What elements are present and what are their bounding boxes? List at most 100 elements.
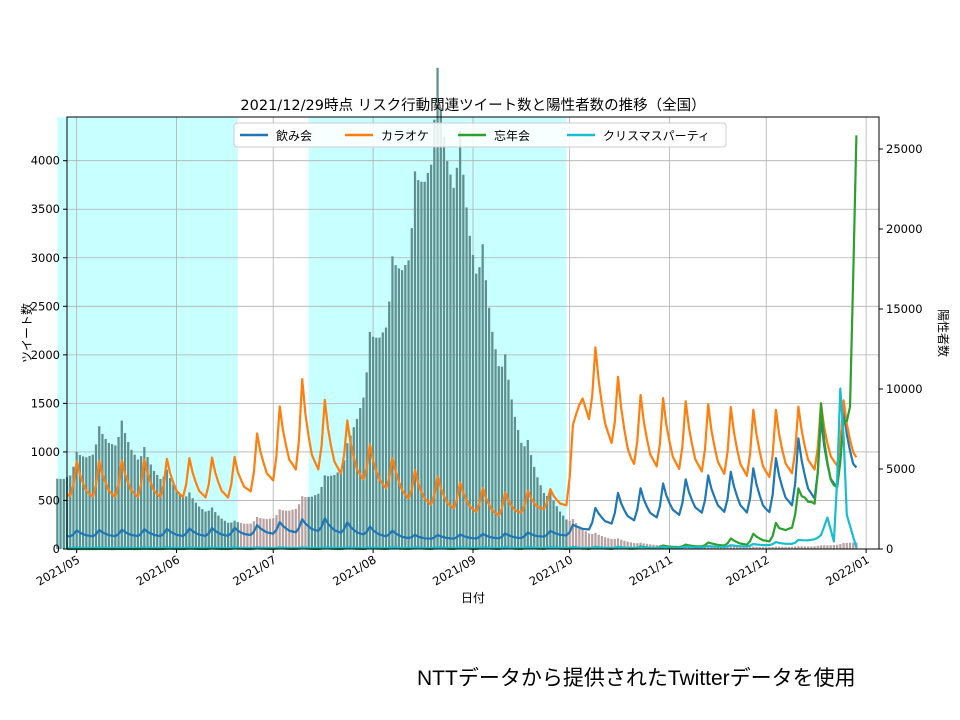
positives-bar-167 <box>591 534 594 549</box>
positives-bar-177 <box>623 540 626 549</box>
positives-bar-150 <box>536 477 539 549</box>
positives-bar-225 <box>777 546 781 549</box>
positives-bar-60 <box>246 523 249 549</box>
positives-bar-98 <box>368 331 372 549</box>
positives-bar-111 <box>410 228 413 550</box>
positives-bar-22 <box>123 432 127 549</box>
positives-bar-247 <box>848 542 852 549</box>
positives-bar-38 <box>175 490 178 549</box>
positives-bar-29 <box>146 457 149 549</box>
positives-bar-81 <box>313 495 317 549</box>
positives-bar-238 <box>819 545 823 549</box>
legend-label-1: 飲み会 <box>276 128 312 143</box>
positives-bar-34 <box>162 476 165 549</box>
positives-bar-133 <box>481 244 484 550</box>
positives-bar-32 <box>156 474 159 549</box>
positives-bar-69 <box>275 515 278 549</box>
positives-bar-231 <box>797 546 800 549</box>
positives-bar-7 <box>75 451 78 549</box>
positives-bar-181 <box>636 543 639 549</box>
positives-bar-145 <box>520 442 523 549</box>
positives-bar-152 <box>542 493 546 549</box>
positives-bar-66 <box>265 519 268 549</box>
positives-bar-213 <box>739 546 742 549</box>
positives-bar-242 <box>832 545 836 549</box>
positives-bar-18 <box>110 444 114 549</box>
y-tick-label-7: 3000 <box>31 251 60 265</box>
y-tick-label-3: 1000 <box>31 445 60 459</box>
legend: 飲み会 カラオケ 忘年会 クリスマスパーティ <box>233 122 727 148</box>
positives-bar-88 <box>336 472 339 549</box>
positives-bar-100 <box>375 337 378 549</box>
positives-bar-46 <box>201 509 204 549</box>
positives-bar-165 <box>584 531 587 549</box>
positives-bar-116 <box>426 172 430 549</box>
positives-bar-132 <box>478 267 481 549</box>
positives-bar-57 <box>236 522 239 549</box>
positives-bar-40 <box>181 497 185 549</box>
y-tick-label-9: 4000 <box>31 154 60 168</box>
positives-bar-219 <box>758 546 761 549</box>
positives-bar-141 <box>507 379 510 549</box>
x-tick-label-2: 2021/06 <box>134 552 182 588</box>
positives-bar-148 <box>529 455 533 549</box>
positives-bar-143 <box>513 416 517 549</box>
positives-bar-138 <box>497 366 500 549</box>
positives-bar-25 <box>133 454 136 549</box>
positives-bar-155 <box>552 500 555 549</box>
x-tick-label-7: 2021/11 <box>627 552 675 588</box>
positives-bar-9 <box>81 456 85 549</box>
positives-bar-169 <box>597 534 600 549</box>
positives-bar-74 <box>291 509 294 549</box>
positives-bar-239 <box>823 545 826 549</box>
positives-bar-55 <box>230 522 233 549</box>
positives-bar-48 <box>207 510 210 549</box>
positives-bar-136 <box>491 331 494 549</box>
positives-bar-149 <box>533 466 536 549</box>
positives-bar-209 <box>726 546 729 549</box>
positives-bar-146 <box>523 446 526 549</box>
positives-bar-162 <box>574 523 578 549</box>
positives-bar-87 <box>333 474 336 549</box>
positives-bar-77 <box>301 496 304 549</box>
y2-tick-label-2: 5000 <box>886 462 915 476</box>
positives-bar-65 <box>262 518 265 549</box>
positives-bar-131 <box>475 273 478 549</box>
data-source-note: NTTデータから提供されたTwitterデータを使用 <box>417 667 856 690</box>
positives-bar-6 <box>72 466 75 549</box>
positives-bar-24 <box>130 449 133 549</box>
positives-bar-62 <box>252 521 256 549</box>
x-tick-label-4: 2021/08 <box>330 552 378 588</box>
positives-bar-170 <box>600 536 604 549</box>
positives-bar-82 <box>317 493 320 549</box>
positives-bar-245 <box>842 542 845 549</box>
positives-bar-218 <box>755 546 758 549</box>
positives-bar-12 <box>91 454 94 549</box>
positives-bar-233 <box>803 546 807 549</box>
positives-bar-58 <box>239 522 243 549</box>
legend-label-2: カラオケ <box>381 129 429 143</box>
positives-bar-93 <box>352 427 355 549</box>
positives-bar-124 <box>452 187 455 549</box>
positives-bar-215 <box>745 546 749 549</box>
positives-bar-223 <box>771 546 774 549</box>
positives-bar-126 <box>458 130 462 549</box>
positives-bar-119 <box>436 67 439 549</box>
positives-bar-235 <box>810 546 813 549</box>
positives-bar-175 <box>616 538 620 549</box>
positives-bar-216 <box>748 546 752 549</box>
positives-bar-13 <box>94 444 98 549</box>
positives-bar-47 <box>204 511 207 549</box>
positives-bar-180 <box>632 543 636 549</box>
positives-bar-164 <box>581 529 584 549</box>
positives-bar-237 <box>816 545 819 549</box>
positives-bar-129 <box>468 235 471 549</box>
positives-bar-248 <box>852 542 855 549</box>
positives-bar-243 <box>835 544 839 549</box>
positives-bar-23 <box>127 441 130 549</box>
positives-bar-44 <box>194 502 198 549</box>
positives-bar-203 <box>707 545 710 549</box>
positives-bar-95 <box>359 408 362 549</box>
positives-bar-33 <box>159 478 162 549</box>
positives-bar-227 <box>784 546 787 549</box>
